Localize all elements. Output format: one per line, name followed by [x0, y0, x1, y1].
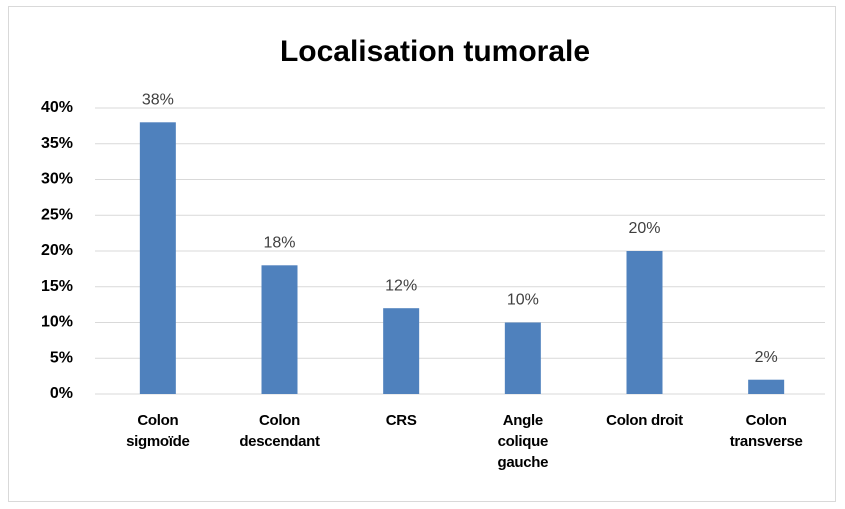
bar — [504, 322, 541, 394]
bar — [626, 251, 663, 394]
x-tick-label: Colon sigmoïde — [126, 412, 190, 450]
bar — [261, 265, 298, 394]
y-tick-label: 20% — [41, 242, 73, 259]
data-label: 2% — [755, 349, 778, 366]
y-tick-label: 10% — [41, 314, 73, 331]
x-tick-label: Colon descendant — [239, 412, 320, 450]
data-label: 38% — [142, 92, 174, 109]
data-label: 10% — [507, 292, 539, 309]
y-tick-label: 40% — [41, 99, 73, 116]
x-tick-label: Angle colique gauche — [497, 412, 549, 471]
y-tick-label: 25% — [41, 206, 73, 223]
x-tick-label: CRS — [385, 412, 417, 429]
x-tick-label: Colon droit — [606, 412, 683, 429]
y-tick-label: 5% — [50, 349, 73, 366]
chart-title: Localisation tumorale — [280, 35, 590, 68]
y-tick-label: 15% — [41, 278, 73, 295]
x-tick-label: Colon transverse — [729, 412, 803, 450]
data-label: 12% — [385, 277, 417, 294]
y-tick-label: 30% — [41, 171, 73, 188]
chart-frame — [8, 6, 836, 502]
y-tick-label: 0% — [50, 385, 73, 402]
data-label: 18% — [263, 235, 295, 252]
bar — [383, 308, 420, 394]
data-label: 20% — [628, 220, 660, 237]
bar — [748, 379, 785, 394]
bar — [139, 122, 176, 395]
y-tick-label: 35% — [41, 135, 73, 152]
